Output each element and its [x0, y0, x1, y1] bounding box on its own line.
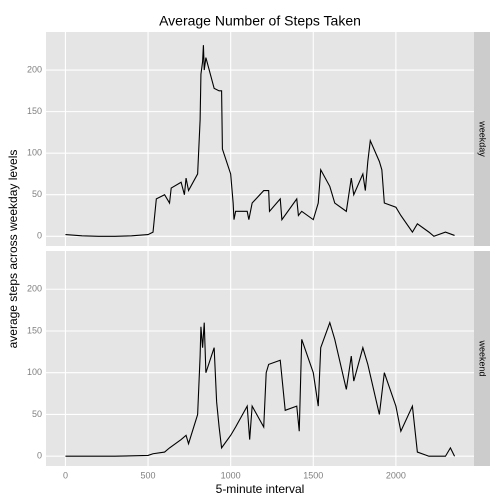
y-tick-label: 150 — [27, 325, 42, 335]
y-tick-label: 200 — [27, 64, 42, 74]
y-axis-label: average steps across weekday levels — [6, 150, 20, 349]
chart-title: Average Number of Steps Taken — [159, 13, 361, 29]
x-tick-label: 0 — [63, 470, 68, 480]
x-tick-label: 1000 — [221, 470, 241, 480]
y-tick-label: 100 — [27, 367, 42, 377]
y-tick-label: 0 — [37, 231, 42, 241]
y-tick-label: 150 — [27, 106, 42, 116]
strip-label: weekday — [478, 120, 488, 157]
y-tick-label: 200 — [27, 284, 42, 294]
y-tick-label: 100 — [27, 148, 42, 158]
panel-background — [46, 32, 474, 246]
y-tick-label: 50 — [32, 409, 42, 419]
y-tick-label: 0 — [37, 451, 42, 461]
strip-background — [474, 32, 490, 246]
line — [65, 320, 456, 457]
y-tick-label: 50 — [32, 189, 42, 199]
x-tick-label: 500 — [141, 470, 156, 480]
panel-background — [46, 251, 474, 466]
x-tick-label: 1500 — [303, 470, 323, 480]
line — [65, 45, 455, 237]
strip-background — [474, 251, 490, 466]
x-tick-label: 2000 — [386, 470, 406, 480]
strip-label: weekend — [478, 339, 488, 376]
x-axis-label: 5-minute interval — [216, 482, 305, 496]
